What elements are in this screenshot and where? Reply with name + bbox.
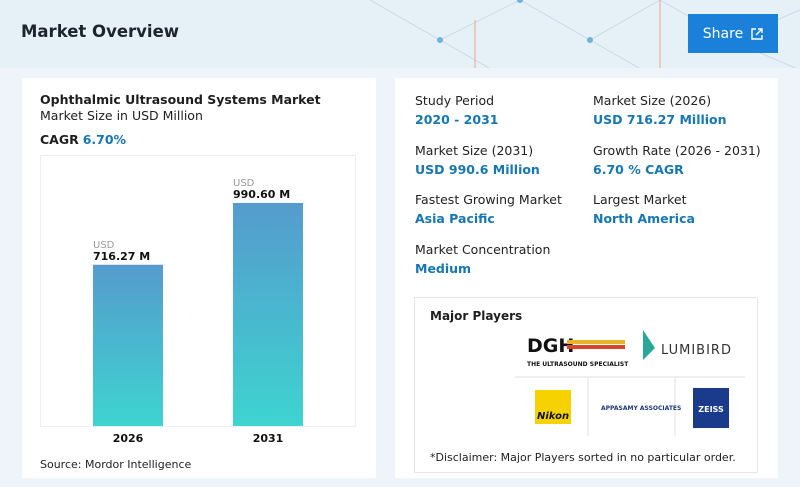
chart-card: Ophthalmic Ultrasound Systems Market Mar… bbox=[22, 78, 376, 478]
logo-dgh: DGH bbox=[527, 335, 574, 357]
players-title: Major Players bbox=[430, 309, 523, 323]
stat-label: Market Size (2031) bbox=[415, 142, 534, 158]
stat-label: Study Period bbox=[415, 93, 495, 108]
cagr-value: 6.70% bbox=[82, 132, 127, 147]
stat-label: Growth Rate (2026 - 2031) bbox=[593, 142, 761, 158]
card-title: Ophthalmic Ultrasound Systems Market bbox=[40, 92, 321, 107]
share-icon bbox=[751, 27, 763, 40]
stat-value: Medium bbox=[415, 260, 472, 276]
stat-value: Asia Pacific bbox=[415, 211, 495, 226]
bar-unit: USD bbox=[233, 178, 255, 189]
logo-appasamy: APPASAMY ASSOCIATES bbox=[601, 405, 681, 412]
stat-label: Largest Market bbox=[593, 192, 687, 207]
stat-label: Market Concentration bbox=[415, 241, 551, 257]
header: Market Overview Share bbox=[0, 0, 800, 68]
stat-value: 6.70 % CAGR bbox=[593, 161, 684, 177]
x-tick-label: 2026 bbox=[113, 432, 144, 445]
plot-frame bbox=[40, 155, 356, 427]
players-box: Major Players DGH THE ULTRASOUND SPECIAL… bbox=[414, 297, 758, 473]
logo-lumibird: LUMIBIRD bbox=[661, 343, 732, 358]
stat-label: Market Size (2026) bbox=[593, 93, 712, 108]
bar-label: 990.60 M bbox=[233, 188, 290, 201]
stat-value: USD 716.27 Million bbox=[593, 112, 727, 127]
logos: DGH THE ULTRASOUND SPECIALIST LUMIBIRD N… bbox=[515, 330, 745, 436]
bar-label: 716.27 M bbox=[93, 250, 150, 263]
stat-value: 2020 - 2031 bbox=[415, 112, 499, 127]
bar bbox=[93, 264, 163, 426]
bar-unit: USD bbox=[93, 240, 115, 251]
x-tick-label: 2031 bbox=[253, 432, 284, 445]
logo-nikon: Nikon bbox=[537, 411, 569, 422]
share-text: Share bbox=[702, 25, 744, 42]
stat-value: USD 990.6 Million bbox=[415, 161, 540, 177]
info-card: Study Period 2020 - 2031 Market Size (2026… bbox=[395, 78, 778, 478]
stat-value: North America bbox=[593, 211, 695, 226]
logo-zeiss: ZEISS bbox=[698, 405, 724, 414]
page-title: Market Overview bbox=[21, 22, 179, 41]
logo-dgh-tag: THE ULTRASOUND SPECIALIST bbox=[527, 361, 629, 368]
disclaimer: *Disclaimer: Major Players sorted in no … bbox=[430, 451, 736, 464]
source: Source: Mordor Intelligence bbox=[40, 458, 192, 471]
stat-label: Fastest Growing Market bbox=[415, 192, 562, 207]
cagr-label: CAGR bbox=[40, 132, 79, 147]
card-subtitle: Market Size in USD Million bbox=[40, 108, 203, 123]
cagr: CAGR 6.70% bbox=[40, 132, 126, 147]
share-button[interactable]: Share bbox=[688, 14, 778, 53]
bar bbox=[233, 203, 303, 426]
